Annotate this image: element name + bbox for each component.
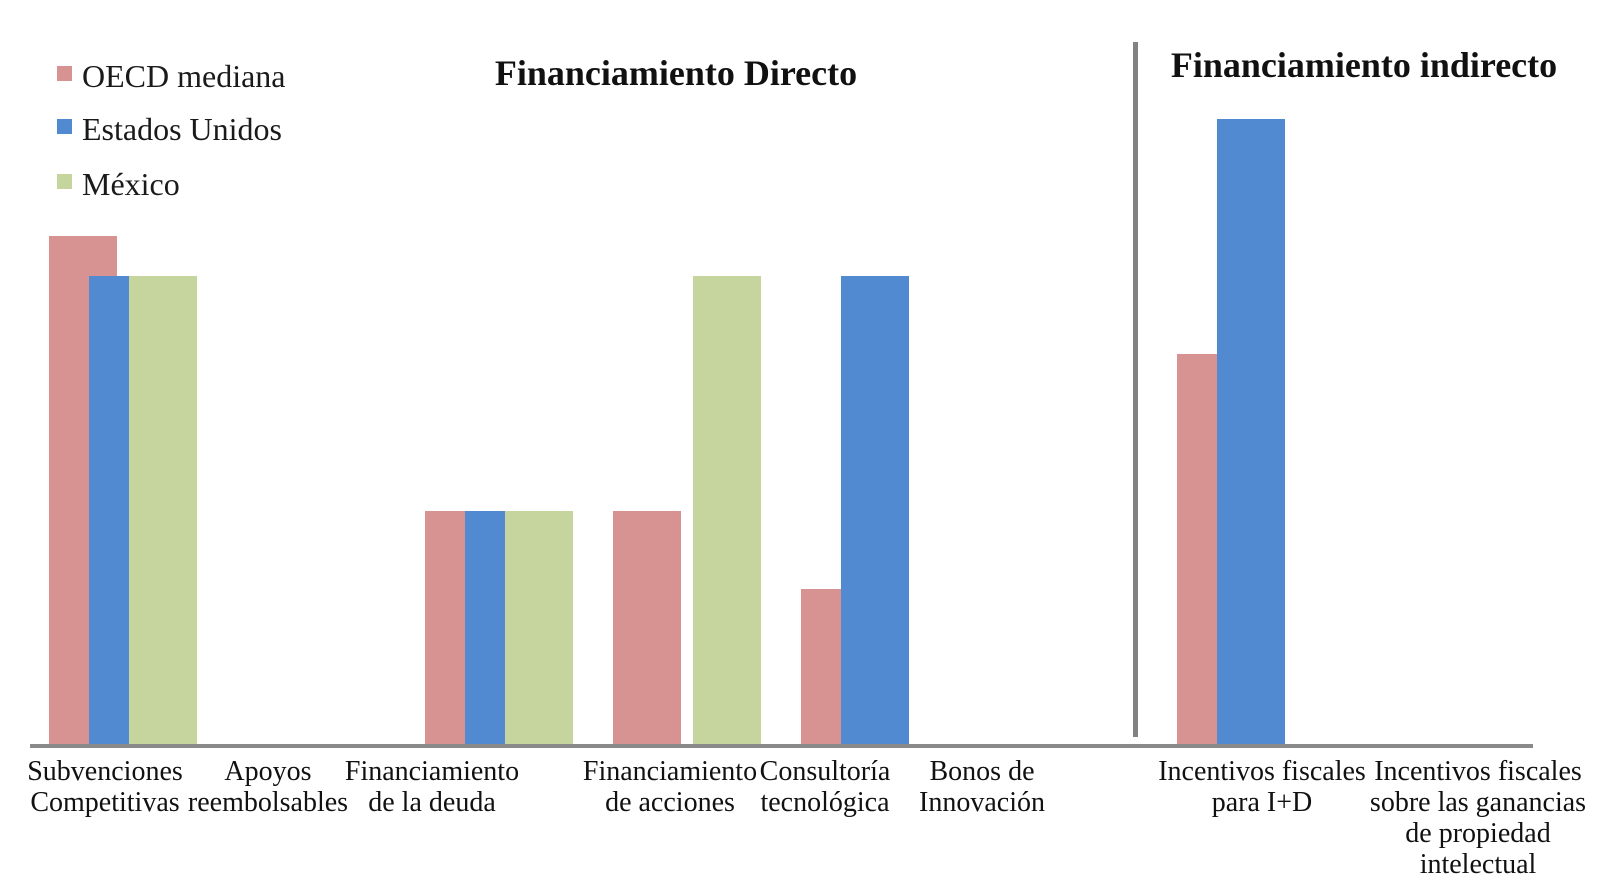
legend-item-usa: Estados Unidos	[57, 112, 282, 146]
bar-series2-category7	[1217, 119, 1285, 746]
bar-series2-category5	[841, 276, 909, 746]
category-label-3: Financiamiento de la deuda	[344, 756, 520, 818]
legend-label: Estados Unidos	[82, 111, 282, 147]
bar-series1-category4	[613, 511, 681, 746]
bar-series3-category3	[505, 511, 573, 746]
section-divider-line	[1133, 42, 1138, 737]
category-label-1: Subvenciones Competitivas	[27, 756, 183, 818]
category-label-4: Financiamiento de acciones	[582, 756, 758, 818]
section-title-direct: Financiamiento Directo	[494, 53, 858, 93]
legend-item-oecd: OECD mediana	[57, 59, 286, 93]
legend-label: México	[82, 166, 180, 202]
category-label-2: Apoyos reembolsables	[187, 756, 349, 818]
legend-swatch	[57, 174, 72, 189]
legend-label: OECD mediana	[82, 58, 286, 94]
legend-swatch	[57, 119, 72, 134]
bar-series3-category4	[693, 276, 761, 746]
category-label-5: Consultoría tecnológica	[759, 756, 891, 818]
category-label-6: Bonos de Innovación	[919, 756, 1045, 818]
bar-series3-category1	[129, 276, 197, 746]
category-label-7: Incentivos fiscales para I+D	[1158, 756, 1366, 818]
category-label-8: Incentivos fiscales sobre las ganancias de…	[1369, 756, 1587, 880]
legend-item-mexico: México	[57, 167, 180, 201]
legend-swatch	[57, 66, 72, 81]
x-axis-line	[30, 744, 1533, 748]
section-title-indirect: Financiamiento indirecto	[1170, 45, 1558, 85]
